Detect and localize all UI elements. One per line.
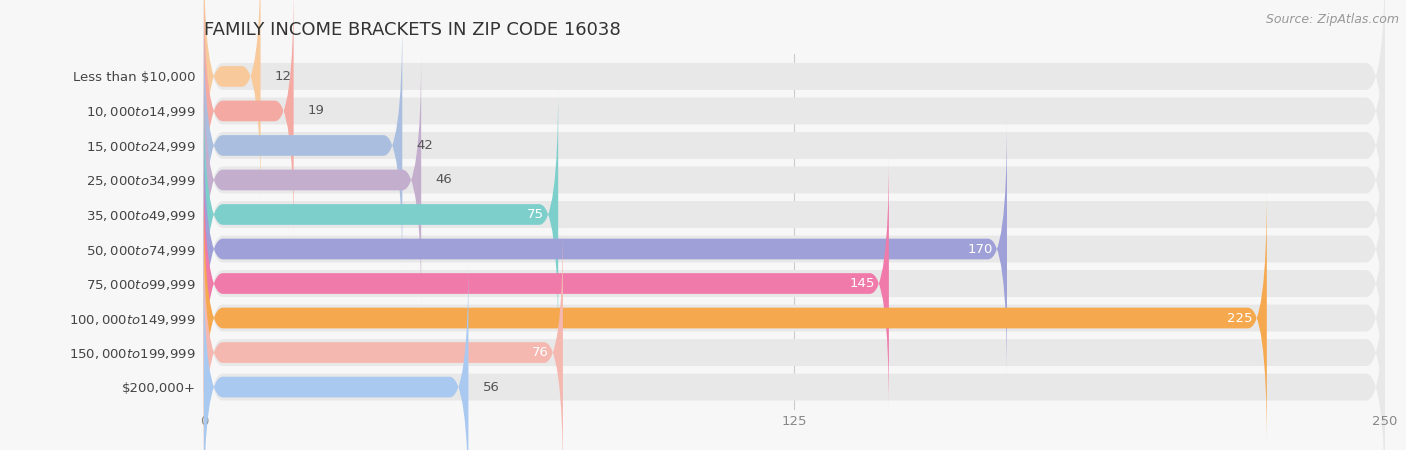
FancyBboxPatch shape — [204, 21, 1385, 270]
FancyBboxPatch shape — [204, 0, 294, 238]
Text: Source: ZipAtlas.com: Source: ZipAtlas.com — [1265, 14, 1399, 27]
FancyBboxPatch shape — [204, 87, 558, 342]
FancyBboxPatch shape — [204, 18, 402, 273]
Text: 19: 19 — [308, 104, 325, 117]
FancyBboxPatch shape — [204, 55, 1385, 305]
FancyBboxPatch shape — [204, 90, 1385, 339]
FancyBboxPatch shape — [204, 156, 889, 411]
FancyBboxPatch shape — [204, 228, 1385, 450]
Text: 76: 76 — [531, 346, 548, 359]
Text: FAMILY INCOME BRACKETS IN ZIP CODE 16038: FAMILY INCOME BRACKETS IN ZIP CODE 16038 — [204, 21, 620, 39]
Text: 12: 12 — [274, 70, 291, 83]
FancyBboxPatch shape — [204, 190, 1267, 446]
FancyBboxPatch shape — [204, 52, 422, 308]
Text: 42: 42 — [416, 139, 433, 152]
FancyBboxPatch shape — [204, 122, 1007, 377]
Text: 75: 75 — [527, 208, 544, 221]
FancyBboxPatch shape — [204, 0, 1385, 235]
Text: 56: 56 — [482, 381, 499, 394]
Text: 225: 225 — [1227, 311, 1253, 324]
FancyBboxPatch shape — [204, 159, 1385, 408]
Text: 145: 145 — [849, 277, 875, 290]
FancyBboxPatch shape — [204, 124, 1385, 374]
FancyBboxPatch shape — [204, 0, 1385, 201]
Text: 46: 46 — [436, 174, 453, 186]
FancyBboxPatch shape — [204, 262, 1385, 450]
FancyBboxPatch shape — [204, 194, 1385, 443]
FancyBboxPatch shape — [204, 225, 562, 450]
FancyBboxPatch shape — [204, 259, 468, 450]
FancyBboxPatch shape — [204, 0, 260, 204]
Text: 170: 170 — [967, 243, 993, 256]
